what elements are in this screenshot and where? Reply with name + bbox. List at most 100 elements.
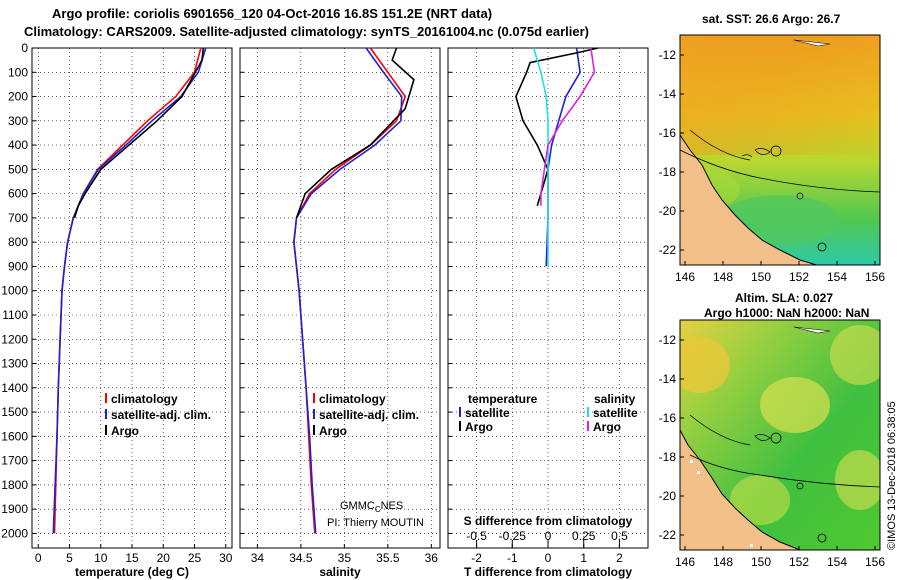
sst_map-lat-label: -20 [659, 204, 677, 218]
imos-credit: ©IMOS 13-Dec-2018 06:38:05 [886, 401, 898, 550]
depth-tick-label: 300 [8, 114, 28, 128]
depth-tick-label: 1600 [1, 429, 28, 443]
sla_map-lat-label: -18 [659, 450, 677, 464]
figure-title-line2: Climatology: CARS2009. Satellite-adjuste… [24, 24, 589, 39]
temperature-xtick-label: 15 [125, 551, 139, 565]
diff-legend-left-label: satellite [465, 406, 510, 420]
difference-xtick-label: -2 [471, 551, 482, 565]
depth-tick-label: 500 [8, 162, 28, 176]
depth-tick-label: 1400 [1, 381, 28, 395]
diff-legend-left-label: Argo [465, 420, 493, 434]
difference-xtick-label: 1 [580, 551, 587, 565]
salinity-difference-tick-label: 0.25 [572, 529, 596, 543]
salinity-difference-tick-label: 0 [545, 529, 552, 543]
depth-tick-label: 1800 [1, 478, 28, 492]
difference-series-temperature-argo [515, 47, 599, 207]
salinity-difference-tick-label: -0.5 [466, 529, 487, 543]
salinity-legend-label: climatology [319, 392, 386, 406]
sla-map-title: Altim. SLA: 0.027 [735, 291, 834, 305]
difference-xtick-label: 0 [545, 551, 552, 565]
gmmc-credit-suffix: NES [380, 500, 404, 512]
depth-tick-label: 2000 [1, 526, 28, 540]
diff-legend-right-label: salinity [594, 392, 636, 406]
salinity-legend-label: satellite-adj. clim. [319, 408, 419, 422]
depth-tick-label: 1100 [2, 308, 28, 322]
depth-tick-label: 1300 [1, 357, 28, 371]
sst-map [680, 35, 880, 265]
sst_map-lat-label: -12 [659, 48, 677, 62]
sla_map-lat-label: -20 [659, 489, 677, 503]
salinity-difference-axis-title: S difference from climatology [464, 514, 633, 528]
figure-title-line1: Argo profile: coriolis 6901656_120 04-Oc… [52, 6, 493, 21]
sst_map-lat-label: -22 [659, 243, 677, 257]
difference-series-salinity-argo [540, 47, 596, 206]
difference-xtick-label: -1 [507, 551, 518, 565]
sst_map-lon-label: 156 [865, 270, 885, 284]
sla_map-lon-label: 150 [751, 555, 771, 569]
salinity-xtick-label: 34.5 [289, 551, 313, 565]
sla_map-lon-label: 148 [713, 555, 733, 569]
pi-credit: PI: Thierry MOUTIN [327, 517, 424, 529]
temperature-xtick-label: 5 [66, 551, 73, 565]
depth-tick-label: 600 [8, 187, 28, 201]
sla-map [680, 320, 880, 550]
salinity-frame [239, 47, 441, 549]
salinity-series-satellite-adj-clim- [293, 47, 403, 534]
sst_map-lon-label: 152 [789, 270, 809, 284]
temperature-series-satellite-adj-clim- [52, 47, 207, 534]
temperature-xtick-label: 25 [188, 551, 202, 565]
sla_map-lat-label: -22 [659, 528, 677, 542]
temperature-xtick-label: 30 [219, 551, 233, 565]
sla_map-lon-label: 154 [827, 555, 847, 569]
sst_map-lon-label: 146 [675, 270, 695, 284]
diff-legend-left-label: temperature [468, 392, 538, 406]
depth-tick-label: 1200 [1, 332, 28, 346]
sla_map-lat-label: -14 [659, 372, 677, 386]
depth-tick-label: 900 [8, 259, 28, 273]
difference-series-salinity-satellite [532, 47, 549, 267]
gmmc-credit-prefix: GMMC [340, 500, 375, 512]
depth-tick-label: 1900 [1, 502, 28, 516]
sla_map-lon-label: 156 [865, 555, 885, 569]
temperature-xtick-label: 0 [35, 551, 42, 565]
depth-tick-label: 400 [8, 138, 28, 152]
temperature-series-argo [73, 47, 205, 219]
sst_map-lat-label: -18 [659, 165, 677, 179]
diff-legend-right-label: Argo [593, 420, 621, 434]
depth-tick-label: 200 [8, 90, 28, 104]
salinity-xtick-label: 35.5 [376, 551, 400, 565]
temperature-xlabel: temperature (deg C) [75, 565, 189, 579]
sst-map-title: sat. SST: 26.6 Argo: 26.7 [702, 12, 841, 26]
difference-xlabel: T difference from climatology [464, 565, 632, 579]
temperature-legend-label: climatology [111, 392, 178, 406]
temperature-legend-label: satellite-adj. clim. [111, 408, 211, 422]
diff-legend-right-label: satellite [593, 406, 638, 420]
depth-tick-label: 1500 [1, 405, 28, 419]
sst_map-lon-label: 154 [827, 270, 847, 284]
salinity-difference-tick-label: 0.5 [611, 529, 628, 543]
sst_map-lat-label: -14 [659, 87, 677, 101]
salinity-xtick-label: 34 [251, 551, 265, 565]
temperature-xtick-label: 20 [157, 551, 171, 565]
salinity-xtick-label: 35 [338, 551, 352, 565]
temperature-xtick-label: 10 [94, 551, 108, 565]
salinity-difference-tick-label: -0.25 [499, 529, 527, 543]
gmmc-credit: GMMCCNES [340, 500, 403, 514]
sla-map-subtitle: Argo h1000: NaN h2000: NaN [704, 306, 870, 320]
gmmc-credit-sub: C [374, 505, 381, 515]
sla_map-lon-label: 146 [675, 555, 695, 569]
sst_map-lon-label: 148 [713, 270, 733, 284]
salinity-xtick-label: 36 [425, 551, 439, 565]
depth-tick-label: 1700 [1, 454, 28, 468]
sst_map-lon-label: 150 [751, 270, 771, 284]
temperature-legend-label: Argo [111, 424, 139, 438]
depth-tick-label: 1000 [1, 284, 28, 298]
depth-tick-label: 800 [8, 235, 28, 249]
sla_map-lat-label: -16 [659, 411, 677, 425]
difference-xtick-label: 2 [616, 551, 623, 565]
salinity-series-argo [295, 47, 415, 219]
depth-tick-label: 0 [21, 41, 28, 55]
salinity-legend-label: Argo [319, 424, 347, 438]
salinity-xlabel: salinity [319, 565, 361, 579]
